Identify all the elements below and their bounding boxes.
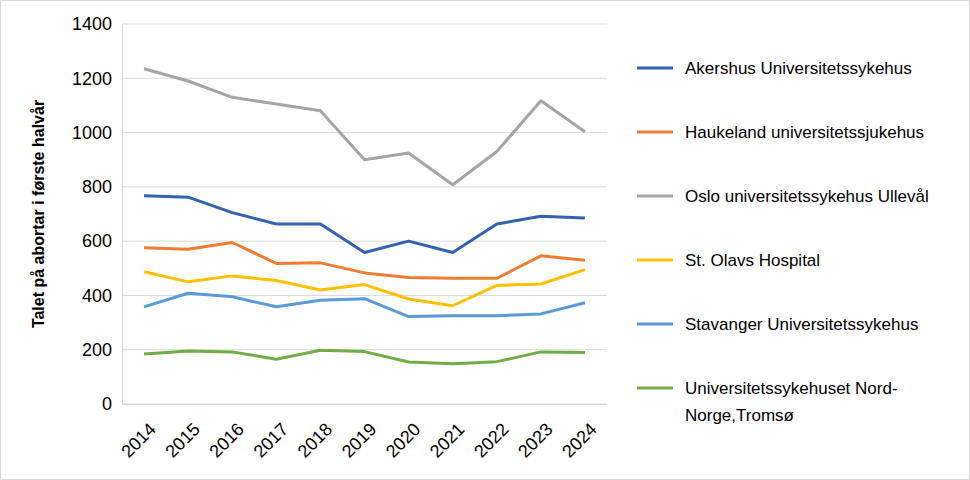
x-axis: 2014201520162017201820192020202120222023… (117, 404, 607, 462)
y-tick: 200 (82, 340, 122, 360)
grid-line (122, 132, 607, 133)
y-axis-title: Talet på abortar i første halvår (30, 100, 47, 328)
x-tick: 2023 (514, 404, 556, 462)
x-tick-label: 2021 (426, 419, 468, 461)
legend-item: Oslo universitetssykehus Ullevål (637, 187, 929, 206)
legend-swatch (637, 323, 673, 326)
legend-label: Stavanger Universitetssykehus (685, 315, 918, 334)
series-line (144, 69, 585, 185)
y-axis-line (122, 25, 123, 405)
x-tick-label: 2015 (161, 419, 203, 461)
x-tick-label: 2016 (206, 419, 248, 461)
y-tick-label: 600 (82, 231, 112, 251)
grid-line (122, 241, 607, 242)
x-axis-line (123, 404, 608, 405)
grid-line (122, 78, 607, 79)
y-tick: 1400 (72, 14, 122, 34)
legend-item: Akershus Universitetssykehus (637, 59, 912, 78)
legend-swatch (637, 259, 673, 262)
legend-label: Oslo universitetssykehus Ullevål (685, 187, 929, 206)
x-tick: 2019 (338, 404, 380, 462)
y-tick-label: 400 (82, 286, 112, 306)
x-tick: 2020 (382, 404, 424, 462)
chart: 0200400600800100012001400201420152016201… (0, 0, 970, 480)
chart-border (1, 1, 970, 480)
legend-label: Haukeland universitetssjukehus (685, 123, 924, 142)
x-tick: 2021 (426, 404, 468, 462)
x-tick: 2018 (294, 404, 336, 462)
x-tick: 2014 (117, 404, 159, 462)
y-tick-label: 1000 (72, 123, 112, 143)
series-line (144, 196, 585, 253)
y-tick-label: 1200 (72, 69, 112, 89)
x-tick-label: 2017 (250, 419, 292, 461)
grid-line (122, 404, 607, 405)
x-tick-label: 2023 (514, 419, 556, 461)
x-tick: 2024 (558, 404, 600, 462)
y-tick-label: 200 (82, 340, 112, 360)
y-tick: 600 (82, 231, 122, 251)
legend-label: St. Olavs Hospital (685, 251, 820, 270)
y-tick-label: 0 (102, 394, 112, 414)
x-tick-label: 2022 (470, 419, 512, 461)
legend-item: Universitetssykehuset Nord-Norge,Tromsø (637, 379, 898, 425)
x-tick-label: 2014 (117, 419, 159, 461)
grid-line (122, 24, 607, 25)
legend-swatch (637, 387, 673, 390)
grid-line (122, 186, 607, 187)
y-tick-label: 1400 (72, 14, 112, 34)
y-tick: 1200 (72, 69, 122, 89)
legend-item: St. Olavs Hospital (637, 251, 820, 270)
x-tick: 2016 (206, 404, 248, 462)
x-tick: 2022 (470, 404, 512, 462)
legend-swatch (637, 195, 673, 198)
y-tick: 1000 (72, 123, 122, 143)
series-line (144, 270, 585, 306)
y-tick: 0 (102, 394, 122, 414)
legend-swatch (637, 67, 673, 70)
x-tick: 2017 (250, 404, 292, 462)
x-tick-label: 2019 (338, 419, 380, 461)
legend-swatch (637, 131, 673, 134)
legend-label: Universitetssykehuset Nord-Norge,Tromsø (685, 379, 898, 425)
legend-label: Akershus Universitetssykehus (685, 59, 912, 78)
legend: Akershus Universitetssykehus Haukeland un… (637, 59, 929, 425)
x-tick-label: 2018 (294, 419, 336, 461)
x-tick-label: 2020 (382, 419, 424, 461)
legend-item: Stavanger Universitetssykehus (637, 315, 918, 334)
legend-item: Haukeland universitetssjukehus (637, 123, 924, 142)
series-line (144, 350, 585, 364)
grid (122, 24, 607, 404)
y-axis: 0 200 400 600 800 1000 1200 1400 (72, 14, 123, 414)
y-tick-label: 800 (82, 177, 112, 197)
y-tick: 800 (82, 177, 122, 197)
lines (144, 69, 585, 364)
series-line (144, 243, 585, 279)
x-tick-label: 2024 (558, 419, 600, 461)
x-tick: 2015 (161, 404, 203, 462)
y-tick: 400 (82, 286, 122, 306)
series-line (144, 293, 585, 316)
